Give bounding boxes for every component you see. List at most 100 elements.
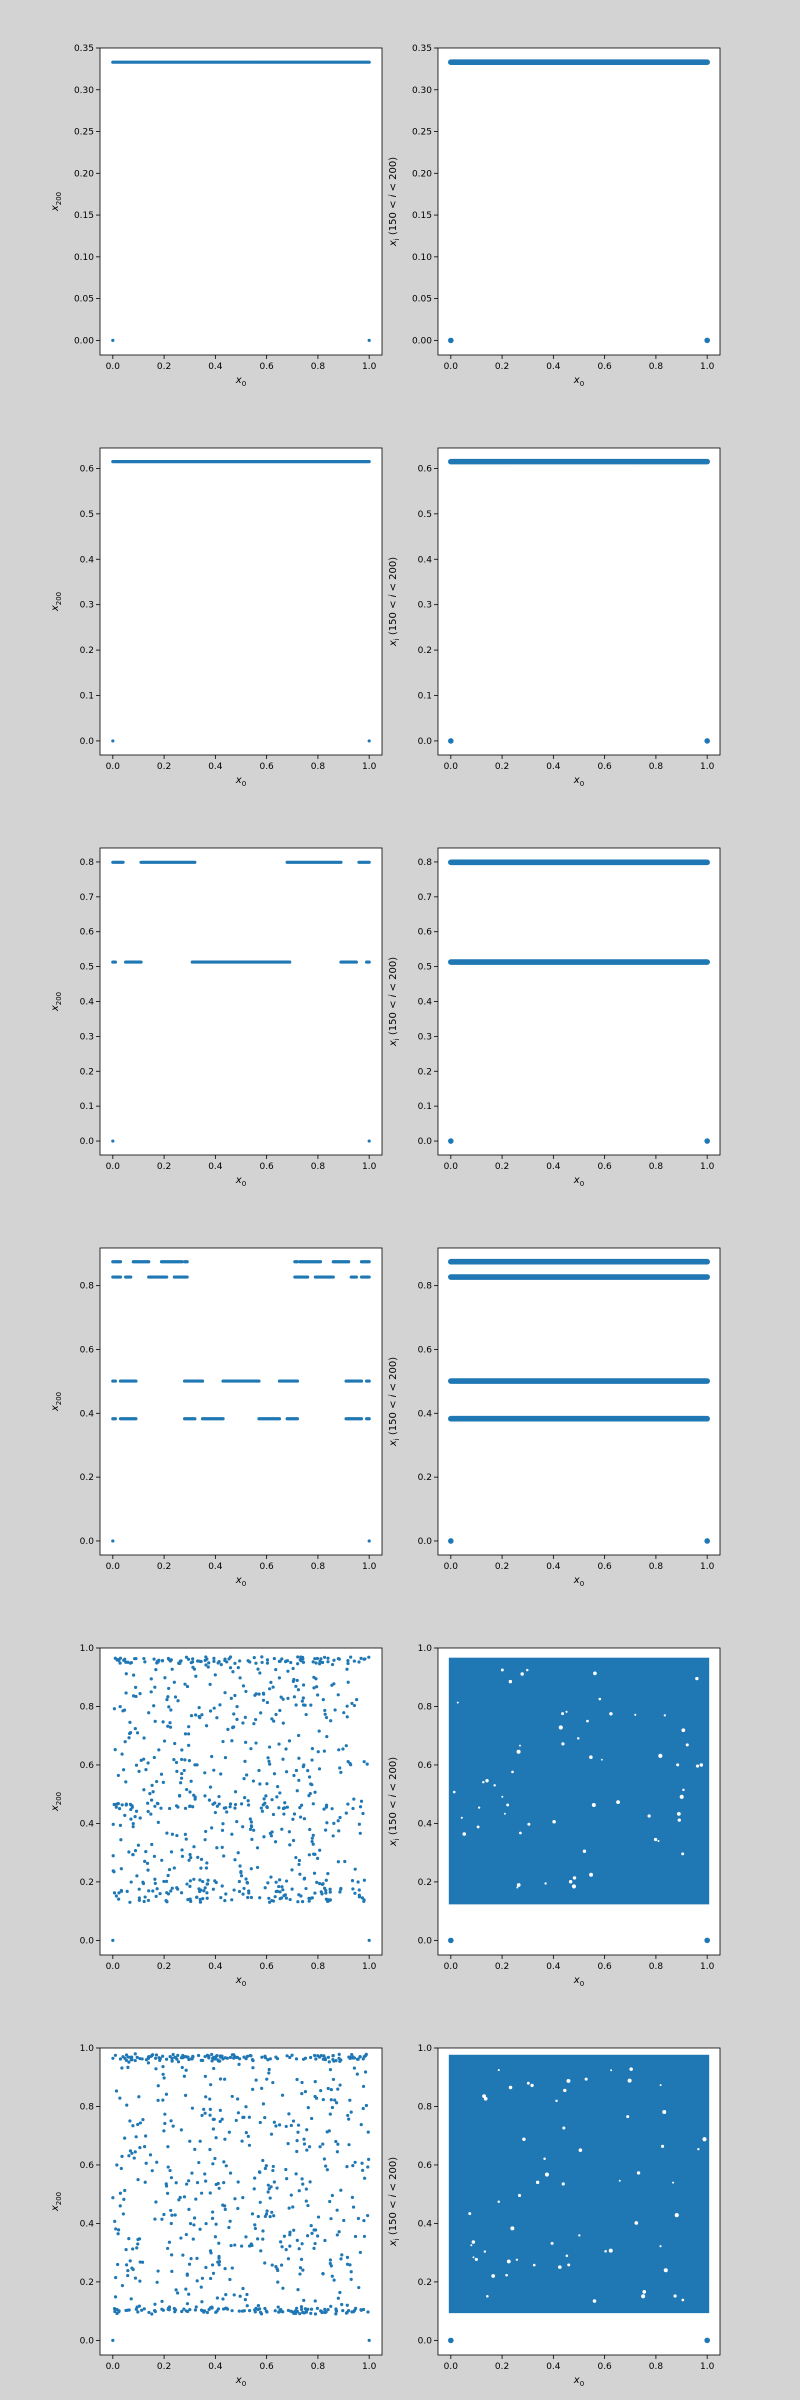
data-point — [317, 1767, 322, 1771]
data-point — [359, 1799, 364, 1803]
fixed-point — [367, 2338, 371, 2342]
data-point — [338, 1815, 342, 1820]
data-point — [155, 2280, 159, 2284]
data-point — [315, 1685, 319, 1689]
data-point — [324, 1803, 329, 1807]
y-tick-label: 0.0 — [80, 737, 95, 747]
data-point — [208, 2147, 212, 2152]
x-tick-label: 0.4 — [208, 1562, 223, 1572]
scatter-gap — [659, 2245, 662, 2248]
x-tick-label: 1.0 — [700, 2362, 715, 2372]
y-tick-label: 0.05 — [74, 295, 94, 305]
data-point — [138, 2146, 142, 2150]
scatter-gap — [561, 1742, 565, 1746]
plot-area — [438, 48, 720, 355]
scatter-gap — [681, 2298, 685, 2302]
data-point — [269, 1680, 273, 1684]
data-point — [241, 1721, 245, 1725]
y-tick-label: 0.6 — [418, 2161, 433, 2171]
plot-area — [100, 48, 382, 355]
scatter-gap — [641, 2294, 646, 2299]
data-point — [309, 2307, 314, 2311]
y-tick-label: 0.20 — [74, 169, 94, 179]
data-point — [155, 2160, 159, 2164]
data-point — [330, 2274, 334, 2278]
y-axis-label: xi (150 < i < 200) — [388, 157, 401, 247]
data-point — [208, 2097, 212, 2101]
data-point — [309, 2055, 313, 2060]
data-point — [203, 1886, 207, 1890]
data-point — [136, 2310, 140, 2314]
data-point — [187, 1759, 192, 1763]
scatter-gap — [634, 1713, 637, 1716]
data-point — [271, 2168, 275, 2173]
data-point — [222, 1854, 226, 1858]
x-axis-label: x0 — [573, 1175, 584, 1188]
x-tick-label: 0.8 — [311, 1962, 326, 1972]
y-axis-label: x200 — [50, 992, 63, 1012]
data-point — [316, 2215, 321, 2219]
scatter-gap — [508, 1679, 513, 1684]
data-point — [351, 2205, 356, 2209]
data-point — [330, 1683, 334, 1687]
scatter-gap — [561, 2182, 565, 2186]
scatter-gap — [456, 1701, 459, 1704]
scatter-gap — [470, 2244, 473, 2247]
data-point — [166, 2246, 170, 2251]
data-point — [248, 1817, 252, 1821]
data-point — [363, 2070, 368, 2074]
data-point — [173, 1741, 177, 1746]
y-tick-label: 0.3 — [80, 601, 94, 611]
data-point — [299, 1803, 304, 1807]
scatter-gap — [571, 1884, 577, 1889]
data-point — [229, 2243, 233, 2248]
fixed-point — [704, 1138, 710, 1144]
scatter-gap — [618, 2179, 621, 2182]
data-point — [260, 1655, 264, 1659]
axes-frame — [437, 2047, 721, 2356]
data-point — [134, 1809, 139, 1813]
data-point — [314, 2096, 319, 2100]
data-point — [131, 1825, 135, 1829]
x-tick-label: 0.8 — [311, 762, 326, 772]
data-point — [251, 2066, 255, 2070]
scatter-gap — [477, 1806, 481, 1809]
data-point — [232, 1888, 236, 1892]
data-point — [113, 2219, 117, 2223]
scatter-gap — [460, 1816, 463, 1819]
data-point — [220, 2117, 224, 2121]
data-point — [287, 1739, 292, 1743]
data-point — [187, 2179, 191, 2183]
scatter-gap — [516, 1883, 521, 1887]
data-point — [172, 1866, 176, 1870]
scatter-gap — [544, 1882, 547, 1885]
scatter-gap — [568, 1879, 573, 1884]
data-point — [170, 1886, 174, 1890]
data-point — [297, 1862, 301, 1867]
data-point — [299, 1894, 303, 1898]
data-point — [200, 2300, 204, 2304]
data-point — [249, 1867, 253, 1871]
y-tick-label: 0.2 — [418, 1067, 432, 1077]
data-point — [294, 1768, 298, 1773]
data-point — [355, 2072, 359, 2076]
data-point — [225, 2056, 229, 2060]
data-point — [216, 2181, 220, 2186]
data-point — [236, 1666, 240, 1670]
data-point — [158, 2058, 162, 2062]
data-point — [183, 1682, 187, 1686]
data-point — [313, 2241, 317, 2246]
data-point — [164, 2182, 168, 2186]
data-point — [146, 1898, 151, 1903]
data-point — [137, 2095, 141, 2099]
data-point — [270, 1798, 274, 1802]
data-point — [312, 2053, 317, 2058]
data-point — [358, 2055, 362, 2059]
fixed-point — [111, 1139, 115, 1143]
data-point — [274, 1880, 278, 1884]
data-point — [311, 1842, 315, 1846]
data-point — [271, 1812, 276, 1817]
fixed-point — [367, 338, 371, 342]
data-point — [143, 1859, 147, 1863]
data-point — [281, 1721, 285, 1725]
